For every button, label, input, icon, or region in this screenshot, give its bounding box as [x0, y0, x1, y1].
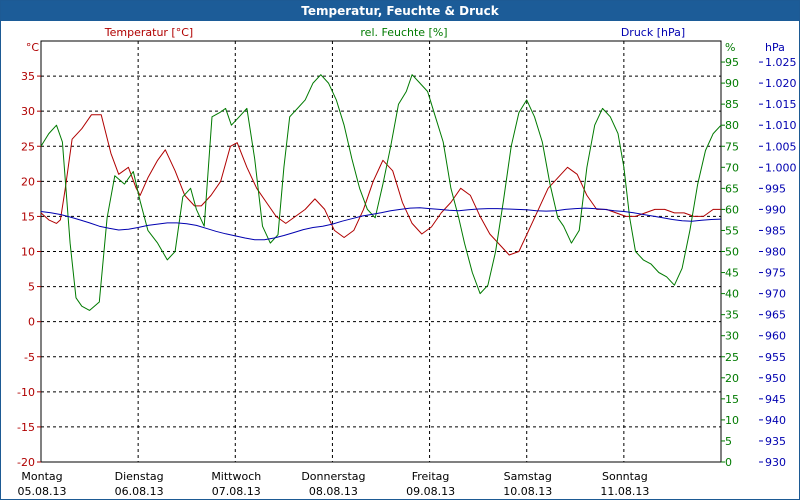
x-tick-label-date: 10.08.13	[503, 485, 552, 498]
humidity-tick-label: 35	[725, 309, 739, 322]
temperature-tick-label: -15	[17, 421, 35, 434]
temperature-tick-label: 35	[21, 70, 35, 83]
pressure-tick-label: 940	[765, 414, 786, 427]
x-tick-label-day: Donnerstag	[301, 470, 365, 483]
humidity-axis-title: rel. Feuchte [%]	[360, 26, 447, 39]
humidity-tick-label: 20	[725, 372, 739, 385]
pressure-axis: 1.025 1.020 1.015 1.010 1.005 1.000 995 990 985 9…	[759, 56, 797, 469]
humidity-tick-label: 5	[725, 435, 732, 448]
x-tick-label-date: 08.08.13	[309, 485, 358, 498]
pressure-tick-label: 970	[765, 288, 786, 301]
grid	[40, 40, 722, 463]
temperature-tick-label: 10	[21, 246, 35, 259]
x-tick-label-day: Montag	[21, 470, 62, 483]
temperature-tick-label: 0	[28, 316, 35, 329]
pressure-tick-label: 990	[765, 203, 786, 216]
pressure-tick-label: 1.025	[765, 56, 797, 69]
humidity-tick-label: 95	[725, 56, 739, 69]
pressure-tick-label: 980	[765, 246, 786, 259]
pressure-tick-label: 950	[765, 372, 786, 385]
x-tick-label-date: 05.08.13	[18, 485, 67, 498]
temperature-tick-label: 20	[21, 175, 35, 188]
x-tick-label-date: 11.08.13	[600, 485, 649, 498]
humidity-tick-label: 85	[725, 98, 739, 111]
pressure-tick-label: 1.020	[765, 77, 797, 90]
chart-title: Temperatur, Feuchte & Druck	[1, 1, 799, 21]
pressure-tick-label: 1.010	[765, 119, 797, 132]
temperature-tick-label: 30	[21, 105, 35, 118]
humidity-tick-label: 30	[725, 330, 739, 343]
pressure-tick-label: 975	[765, 267, 786, 280]
temperature-unit-label: °C	[26, 41, 40, 54]
humidity-tick-label: 50	[725, 246, 739, 259]
humidity-unit-label: %	[725, 41, 735, 54]
temperature-axis-title: Temperatur [°C]	[104, 26, 193, 39]
humidity-line	[40, 74, 722, 311]
temperature-tick-label: 25	[21, 140, 35, 153]
humidity-tick-label: 55	[725, 224, 739, 237]
pressure-tick-label: 960	[765, 330, 786, 343]
humidity-tick-label: 40	[725, 288, 739, 301]
temperature-tick-label: -20	[17, 456, 35, 469]
humidity-tick-label: 90	[725, 77, 739, 90]
x-tick-label-day: Mittwoch	[211, 470, 261, 483]
x-axis: Montag 05.08.13 Dienstag 06.08.13 Mittwoch 07…	[18, 470, 650, 498]
humidity-tick-label: 15	[725, 393, 739, 406]
humidity-tick-label: 0	[725, 456, 732, 469]
humidity-tick-label: 60	[725, 203, 739, 216]
x-tick-label-date: 09.08.13	[406, 485, 455, 498]
pressure-tick-label: 1.000	[765, 161, 797, 174]
x-tick-label-day: Freitag	[412, 470, 450, 483]
x-tick-label-date: 06.08.13	[115, 485, 164, 498]
pressure-tick-label: 1.005	[765, 140, 797, 153]
pressure-line	[40, 207, 722, 241]
x-tick-label-day: Samstag	[504, 470, 552, 483]
temperature-line	[40, 114, 721, 256]
humidity-tick-label: 25	[725, 351, 739, 364]
temperature-tick-label: 5	[28, 281, 35, 294]
temperature-axis: 35 30 25 20 15 10 5 0 -5 -10 -15 -20	[17, 70, 41, 469]
humidity-tick-label: 70	[725, 161, 739, 174]
x-tick-label-day: Dienstag	[115, 470, 164, 483]
pressure-tick-label: 935	[765, 435, 786, 448]
temperature-tick-label: -5	[24, 351, 35, 364]
pressure-tick-label: 930	[765, 456, 786, 469]
series-lines	[40, 74, 722, 311]
pressure-axis-title: Druck [hPa]	[621, 26, 685, 39]
temperature-tick-label: 15	[21, 210, 35, 223]
humidity-tick-label: 65	[725, 182, 739, 195]
pressure-tick-label: 945	[765, 393, 786, 406]
humidity-tick-label: 80	[725, 119, 739, 132]
pressure-tick-label: 985	[765, 224, 786, 237]
pressure-tick-label: 955	[765, 351, 786, 364]
x-tick-label-day: Sonntag	[602, 470, 648, 483]
x-tick-label-date: 07.08.13	[212, 485, 261, 498]
pressure-unit-label: hPa	[765, 41, 785, 54]
humidity-tick-label: 10	[725, 414, 739, 427]
axis-titles: Temperatur [°C] rel. Feuchte [%] Druck […	[26, 26, 785, 54]
humidity-tick-label: 75	[725, 140, 739, 153]
pressure-tick-label: 965	[765, 309, 786, 322]
pressure-tick-label: 1.015	[765, 98, 797, 111]
pressure-tick-label: 995	[765, 182, 786, 195]
temperature-tick-label: -10	[17, 386, 35, 399]
humidity-tick-label: 45	[725, 267, 739, 280]
